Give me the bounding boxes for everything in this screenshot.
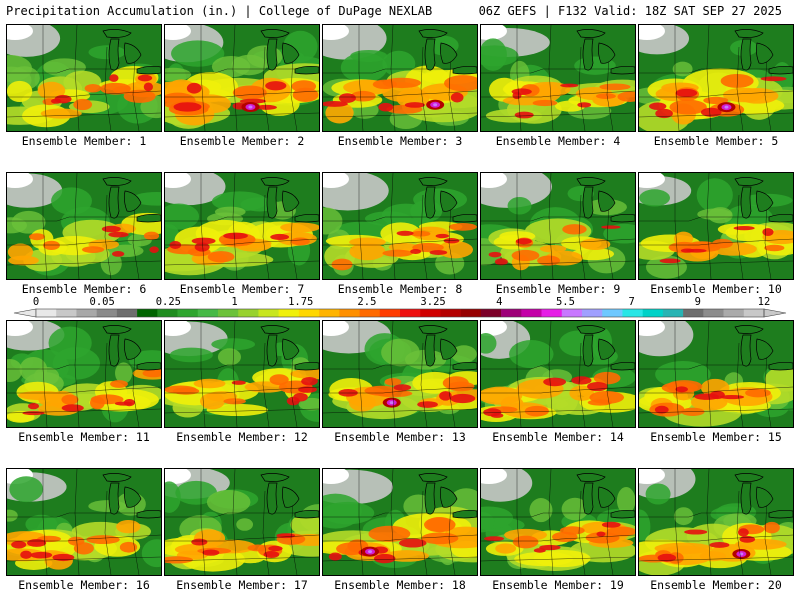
precip-map [7, 25, 161, 131]
ensemble-member-caption: Ensemble Member: 3 [337, 134, 463, 148]
precip-map [323, 173, 477, 279]
ensemble-member-caption: Ensemble Member: 18 [334, 578, 466, 592]
ensemble-panel-9: Ensemble Member: 9 [480, 172, 636, 298]
map-frame [322, 172, 478, 280]
colorbar-label: 7 [628, 296, 635, 308]
ensemble-panel-13: Ensemble Member: 13 [322, 320, 478, 446]
ensemble-member-caption: Ensemble Member: 11 [18, 430, 150, 444]
ensemble-member-caption: Ensemble Member: 17 [176, 578, 308, 592]
colorbar-label: 0.25 [155, 296, 182, 308]
precip-map [639, 321, 793, 427]
ensemble-panel-4: Ensemble Member: 4 [480, 24, 636, 150]
map-frame [164, 24, 320, 132]
ensemble-member-caption: Ensemble Member: 20 [650, 578, 782, 592]
ensemble-member-caption: Ensemble Member: 19 [492, 578, 624, 592]
ensemble-member-caption: Ensemble Member: 15 [650, 430, 782, 444]
ensemble-panel-11: Ensemble Member: 11 [6, 320, 162, 446]
map-frame [6, 320, 162, 428]
ensemble-member-caption: Ensemble Member: 1 [21, 134, 147, 148]
precip-map [7, 173, 161, 279]
ensemble-panel-2: Ensemble Member: 2 [164, 24, 320, 150]
map-frame [322, 320, 478, 428]
precip-map [481, 173, 635, 279]
colorbar-label: 3.25 [420, 296, 446, 308]
ensemble-member-caption: Ensemble Member: 5 [653, 134, 779, 148]
ensemble-panel-16: Ensemble Member: 16 [6, 468, 162, 594]
colorbar-label: 2.5 [357, 296, 377, 308]
precip-map [323, 25, 477, 131]
ensemble-panel-20: Ensemble Member: 20 [638, 468, 794, 594]
ensemble-panel-14: Ensemble Member: 14 [480, 320, 636, 446]
colorbar: 0 0.05 0.25 1 1.75 2.5 3.25 4 5.5 7 9 12 [0, 296, 800, 318]
precip-map [165, 469, 319, 575]
precip-map [639, 173, 793, 279]
ensemble-member-caption: Ensemble Member: 10 [650, 282, 782, 296]
ensemble-panel-6: Ensemble Member: 6 [6, 172, 162, 298]
ensemble-panel-12: Ensemble Member: 12 [164, 320, 320, 446]
precip-map [323, 469, 477, 575]
header-title-left: Precipitation Accumulation (in.) | Colle… [6, 4, 433, 18]
colorbar-label: 1.75 [288, 296, 314, 308]
precip-map [481, 321, 635, 427]
ensemble-panel-8: Ensemble Member: 8 [322, 172, 478, 298]
map-frame [480, 468, 636, 576]
map-frame [164, 320, 320, 428]
map-frame [6, 24, 162, 132]
colorbar-label: 0.05 [89, 296, 115, 308]
colorbar-label: 9 [694, 296, 701, 308]
ensemble-member-caption: Ensemble Member: 2 [179, 134, 305, 148]
map-frame [638, 468, 794, 576]
ensemble-member-caption: Ensemble Member: 4 [495, 134, 621, 148]
colorbar-label: 12 [757, 296, 771, 308]
colorbar-label: 0 [32, 296, 40, 308]
ensemble-member-caption: Ensemble Member: 9 [495, 282, 621, 296]
map-frame [164, 468, 320, 576]
map-frame [480, 320, 636, 428]
ensemble-panel-19: Ensemble Member: 19 [480, 468, 636, 594]
map-frame [322, 24, 478, 132]
precip-map [481, 469, 635, 575]
precip-map [7, 469, 161, 575]
ensemble-panel-10: Ensemble Member: 10 [638, 172, 794, 298]
header-title-right: 06Z GEFS | F132 Valid: 18Z SAT SEP 27 20… [478, 4, 782, 18]
colorbar-strip [13, 308, 787, 318]
ensemble-panel-17: Ensemble Member: 17 [164, 468, 320, 594]
map-frame [638, 24, 794, 132]
map-frame [6, 172, 162, 280]
ensemble-member-caption: Ensemble Member: 6 [21, 282, 147, 296]
precip-map [165, 173, 319, 279]
precip-map [639, 469, 793, 575]
map-frame [480, 24, 636, 132]
precip-map [639, 25, 793, 131]
map-frame [638, 320, 794, 428]
precip-map [323, 321, 477, 427]
map-frame [322, 468, 478, 576]
colorbar-label: 1 [231, 296, 238, 308]
ensemble-panel-1: Ensemble Member: 1 [6, 24, 162, 150]
precip-map [165, 25, 319, 131]
ensemble-panel-15: Ensemble Member: 15 [638, 320, 794, 446]
ensemble-panel-7: Ensemble Member: 7 [164, 172, 320, 298]
ensemble-panel-5: Ensemble Member: 5 [638, 24, 794, 150]
map-frame [638, 172, 794, 280]
ensemble-member-caption: Ensemble Member: 16 [18, 578, 150, 592]
precip-map [481, 25, 635, 131]
map-frame [480, 172, 636, 280]
ensemble-panel-18: Ensemble Member: 18 [322, 468, 478, 594]
ensemble-member-caption: Ensemble Member: 12 [176, 430, 308, 444]
ensemble-member-caption: Ensemble Member: 13 [334, 430, 466, 444]
ensemble-member-caption: Ensemble Member: 8 [337, 282, 463, 296]
precip-map [165, 321, 319, 427]
map-frame [6, 468, 162, 576]
colorbar-label: 4 [496, 296, 503, 308]
ensemble-member-caption: Ensemble Member: 14 [492, 430, 624, 444]
ensemble-panel-3: Ensemble Member: 3 [322, 24, 478, 150]
colorbar-label: 5.5 [555, 296, 575, 308]
ensemble-member-caption: Ensemble Member: 7 [179, 282, 305, 296]
map-frame [164, 172, 320, 280]
precip-map [7, 321, 161, 427]
